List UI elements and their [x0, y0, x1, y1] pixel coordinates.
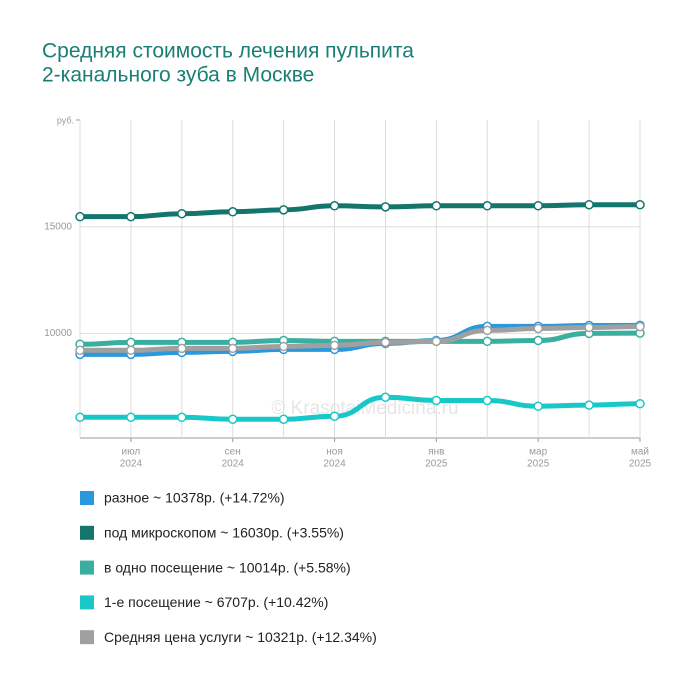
series-line: [77, 330, 643, 347]
y-tick-label: 15000: [44, 221, 72, 232]
data-point: [278, 414, 289, 424]
data-point: [635, 398, 645, 409]
data-point: [380, 202, 391, 212]
data-point: [533, 201, 543, 211]
data-point: [482, 325, 493, 336]
x-tick-label: 2025: [629, 459, 652, 470]
data-point: [329, 411, 340, 421]
data-point: [431, 336, 442, 347]
legend-swatch: [80, 560, 94, 575]
x-tick-label: июл: [122, 447, 141, 458]
x-tick-label: май: [631, 447, 649, 458]
data-point: [177, 208, 187, 219]
series-line: [77, 202, 643, 220]
x-tick-label: мар: [529, 447, 547, 458]
series-line: [77, 324, 643, 353]
data-point: [177, 412, 187, 423]
legend-label: 1-е посещение ~ 6707р. (+10.42%): [104, 594, 328, 610]
data-point: [584, 322, 594, 333]
legend-swatch: [80, 595, 94, 610]
data-point: [278, 205, 289, 215]
legend-label: под микроскопом ~ 16030р. (+3.55%): [104, 525, 344, 541]
legend-swatch: [80, 491, 94, 505]
data-point: [227, 207, 238, 217]
data-point: [126, 337, 136, 348]
data-point: [380, 392, 391, 402]
data-point: [227, 343, 238, 354]
data-point: [533, 401, 543, 411]
y-unit: руб.: [57, 115, 74, 125]
data-point: [482, 201, 493, 211]
data-point: [75, 345, 85, 356]
data-point: [380, 337, 391, 348]
data-point: [75, 211, 85, 222]
data-point: [126, 211, 136, 222]
data-point: [533, 335, 543, 346]
data-point: [584, 199, 594, 210]
data-point: [75, 412, 85, 423]
data-point: [431, 395, 442, 406]
data-point: [126, 412, 136, 423]
data-point: [635, 199, 645, 210]
data-point: [482, 336, 493, 347]
legend-label: в одно посещение ~ 10014р. (+5.58%): [104, 559, 351, 575]
data-point: [329, 340, 340, 351]
y-tick-label: 10000: [44, 328, 72, 339]
chart-title: 2-канального зуба в Москве: [42, 64, 314, 87]
x-tick-label: ноя: [326, 447, 343, 458]
x-tick-label: 2024: [222, 459, 245, 470]
data-point: [329, 201, 340, 211]
legend-swatch: [80, 630, 94, 645]
x-tick-label: 2025: [425, 459, 448, 470]
legend-label: разное ~ 10378р. (+14.72%): [104, 490, 285, 506]
x-tick-label: янв: [428, 447, 444, 458]
x-tick-label: 2025: [527, 459, 550, 470]
data-point: [635, 321, 645, 332]
legend-swatch: [80, 525, 94, 540]
x-tick-label: 2024: [120, 459, 143, 470]
data-point: [278, 341, 289, 352]
data-point: [482, 395, 493, 406]
chart-title: Средняя стоимость лечения пульпита: [42, 40, 414, 63]
data-point: [126, 345, 136, 356]
watermark: © KrasotaiMedicina.ru: [271, 398, 458, 419]
x-tick-label: 2024: [323, 459, 346, 470]
data-point: [584, 400, 594, 410]
data-point: [177, 343, 187, 354]
legend-label: Средняя цена услуги ~ 10321р. (+12.34%): [104, 629, 377, 645]
data-point: [431, 201, 442, 211]
data-point: [533, 323, 543, 334]
data-point: [227, 414, 238, 424]
x-tick-label: сен: [225, 447, 241, 458]
